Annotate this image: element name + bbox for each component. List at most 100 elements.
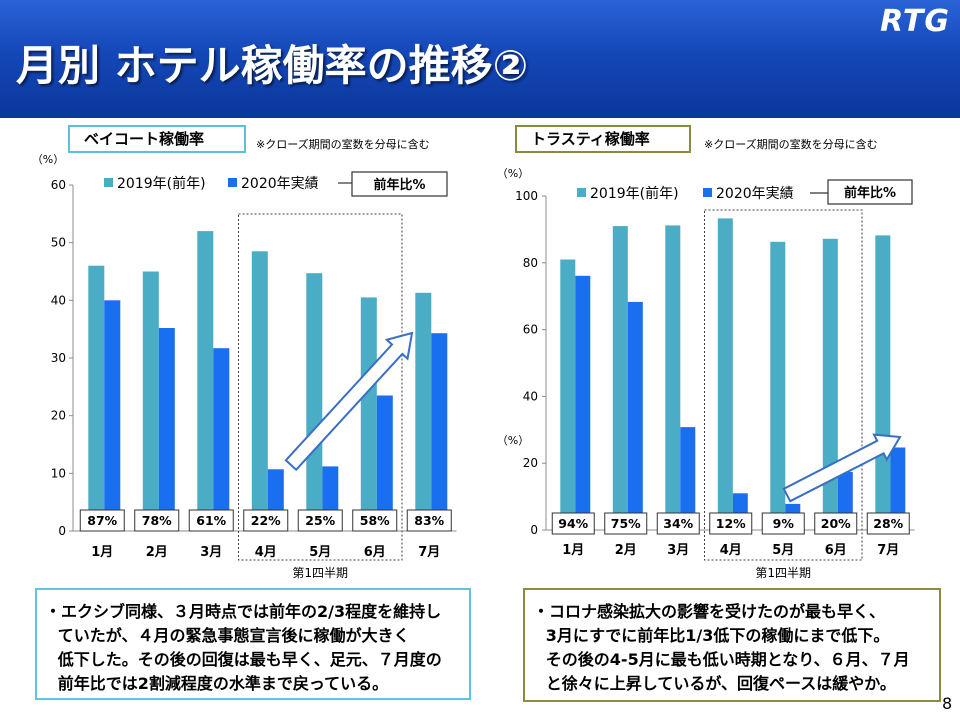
bar-series-1 (142, 271, 159, 531)
bar-series-2 (890, 447, 906, 530)
y-tick-label: 40 (523, 389, 538, 403)
unit-label: （%） (32, 153, 64, 166)
bar-series-1 (306, 273, 323, 531)
bay-court-comment-box: ・エクシブ同様、３月時点では前年の2/3程度を維持し ていたが、４月の緊急事態宣… (35, 588, 471, 700)
y-tick-label: 100 (515, 189, 538, 203)
page-number: 8 (942, 694, 953, 713)
comment-line: 前年比では2割減程度の水準まで戻っている。 (57, 674, 389, 693)
comment-line: その後の4-5月に最も低い時期となり、６月、７月 (545, 650, 910, 669)
trusty-chart-note: ※クローズ期間の室数を分母に含む (704, 138, 878, 151)
ratio-label: 87% (87, 513, 117, 528)
ratio-box (79, 509, 125, 532)
y-tick-label: 50 (51, 236, 66, 250)
ratio-box (761, 512, 805, 535)
bar-series-2 (158, 328, 175, 531)
quarter-highlight-box (238, 213, 403, 561)
ratio-label: 78% (142, 513, 172, 528)
bar-series-1 (560, 259, 576, 530)
y-tick-label: 60 (523, 323, 538, 337)
bar-series-1 (665, 225, 681, 530)
ratio-label: 61% (196, 513, 226, 528)
bar-series-2 (575, 275, 591, 530)
legend-label: 2020年実績 (716, 186, 794, 202)
month-label: 3月 (667, 543, 689, 558)
ratio-legend-label: 前年比% (844, 185, 896, 201)
ratio-label: 34% (663, 516, 693, 531)
ratio-label: 12% (716, 516, 746, 531)
ratio-box (243, 509, 289, 532)
month-label: 2月 (146, 545, 168, 560)
ratio-label: 20% (821, 516, 851, 531)
quarter-label: 第1四半期 (755, 566, 811, 580)
bay-court-chart-title: ベイコート稼働率 (68, 125, 246, 153)
y-tick-label: 0 (530, 523, 538, 537)
comment-line: と徐々に上昇しているが、回復ペースは緩やか。 (545, 674, 896, 693)
month-label: 5月 (772, 543, 794, 558)
trusty-comment-box: ・コロナ感染拡大の影響を受けたのが最も早く、 3月にすでに前年比1/3低下の稼働… (523, 588, 941, 702)
ratio-box (656, 512, 700, 535)
bar-series-1 (197, 231, 214, 531)
bar-series-1 (415, 292, 432, 531)
trusty-occupancy-chart: （%） （%） 0 20 40 60 80 100 94% 75% 34% 12% 9% 20% 28% 第1… (497, 167, 915, 580)
unit-label: （%） (497, 167, 529, 180)
legend-swatch (228, 178, 237, 187)
comment-line: 低下した。その後の回復は最も早く、足元、７月度の (57, 650, 442, 669)
ratio-box (604, 512, 648, 535)
bar-series-1 (875, 235, 891, 530)
month-label: 1月 (562, 543, 584, 558)
month-label: 3月 (200, 545, 222, 560)
y-tick-label: 0 (58, 524, 66, 538)
bar-series-2 (431, 333, 448, 531)
month-label: 5月 (309, 545, 331, 560)
bar-series-1 (717, 218, 733, 530)
legend-swatch (577, 188, 586, 197)
trusty-chart-title: トラスティ稼働率 (515, 125, 691, 153)
bar-series-2 (680, 427, 696, 530)
month-label: 6月 (364, 545, 386, 560)
month-label: 4月 (255, 545, 277, 560)
bar-series-1 (251, 251, 268, 532)
ratio-label: 94% (558, 516, 588, 531)
ratio-label: 22% (251, 513, 281, 528)
y-tick-label: 60 (51, 178, 66, 192)
comment-line: ・コロナ感染拡大の影響を受けたのが最も早く、 (533, 602, 886, 621)
ratio-box (709, 512, 753, 535)
bar-series-2 (213, 348, 230, 531)
bar-series-1 (88, 265, 105, 531)
month-label: 2月 (615, 543, 637, 558)
ratio-box (406, 509, 452, 532)
title-banner: 月別 ホテル稼働率の推移② RTG (0, 0, 960, 118)
ratio-box (188, 509, 234, 532)
trend-arrow (782, 433, 902, 503)
month-label: 6月 (825, 543, 847, 558)
ratio-label: 28% (873, 516, 903, 531)
legend-swatch (703, 188, 712, 197)
month-label: 7月 (877, 543, 899, 558)
month-label: 1月 (91, 545, 113, 560)
y-tick-label: 20 (51, 409, 66, 423)
ratio-label: 58% (360, 513, 390, 528)
page-title: 月別 ホテル稼働率の推移② (16, 41, 529, 90)
legend-label: 2019年(前年) (590, 185, 679, 202)
ratio-legend-box (827, 179, 913, 205)
bar-series-2 (104, 300, 121, 531)
bar-series-2 (376, 395, 393, 531)
y-tick-label: 80 (523, 256, 538, 270)
ratio-label: 9% (773, 516, 795, 531)
ratio-legend-box (351, 171, 448, 197)
bay-court-occupancy-chart: （%） 0 10 20 30 40 50 60 87% 78% 61% 22% 25% 58% 83% 第1四… (32, 153, 457, 580)
ratio-box (297, 509, 343, 532)
company-logo: RTG (880, 4, 950, 39)
comment-line: ・エクシブ同様、３月時点では前年の2/3程度を維持し (45, 602, 442, 621)
legend-label: 2020年実績 (241, 176, 319, 192)
comment-line: ていたが、４月の緊急事態宣言後に稼働が大きく (57, 626, 410, 645)
legend-label: 2019年(前年) (117, 175, 206, 192)
month-label: 4月 (720, 543, 742, 558)
y-tick-label: 40 (51, 293, 66, 307)
bay-court-chart-note: ※クローズ期間の室数を分母に含む (256, 138, 430, 151)
month-label: 7月 (418, 545, 440, 560)
ratio-box (352, 509, 398, 532)
ratio-box (814, 512, 858, 535)
trend-arrow (284, 331, 414, 472)
y-tick-label: 30 (51, 351, 66, 365)
